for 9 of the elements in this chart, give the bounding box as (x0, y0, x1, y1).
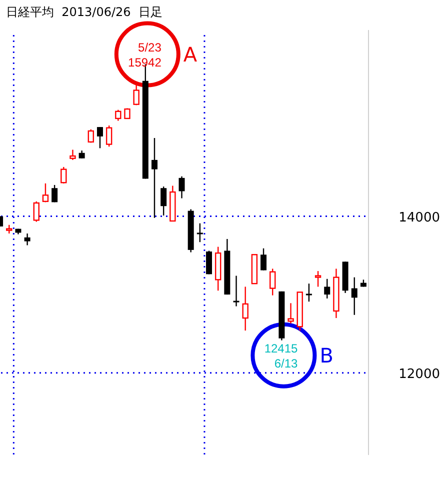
annotation: 6/13 (274, 356, 298, 370)
annotation: A (183, 42, 198, 66)
annotation: B (320, 343, 334, 368)
annotation: 5/23 (138, 40, 162, 54)
annotation: 15942 (128, 55, 162, 70)
chart-title: 日経平均 2013/06/26 日足 (6, 5, 162, 19)
y-tick-label: 14000 (398, 210, 440, 226)
y-tick-label: 12000 (398, 366, 440, 382)
annotation: 12415 (264, 341, 298, 356)
